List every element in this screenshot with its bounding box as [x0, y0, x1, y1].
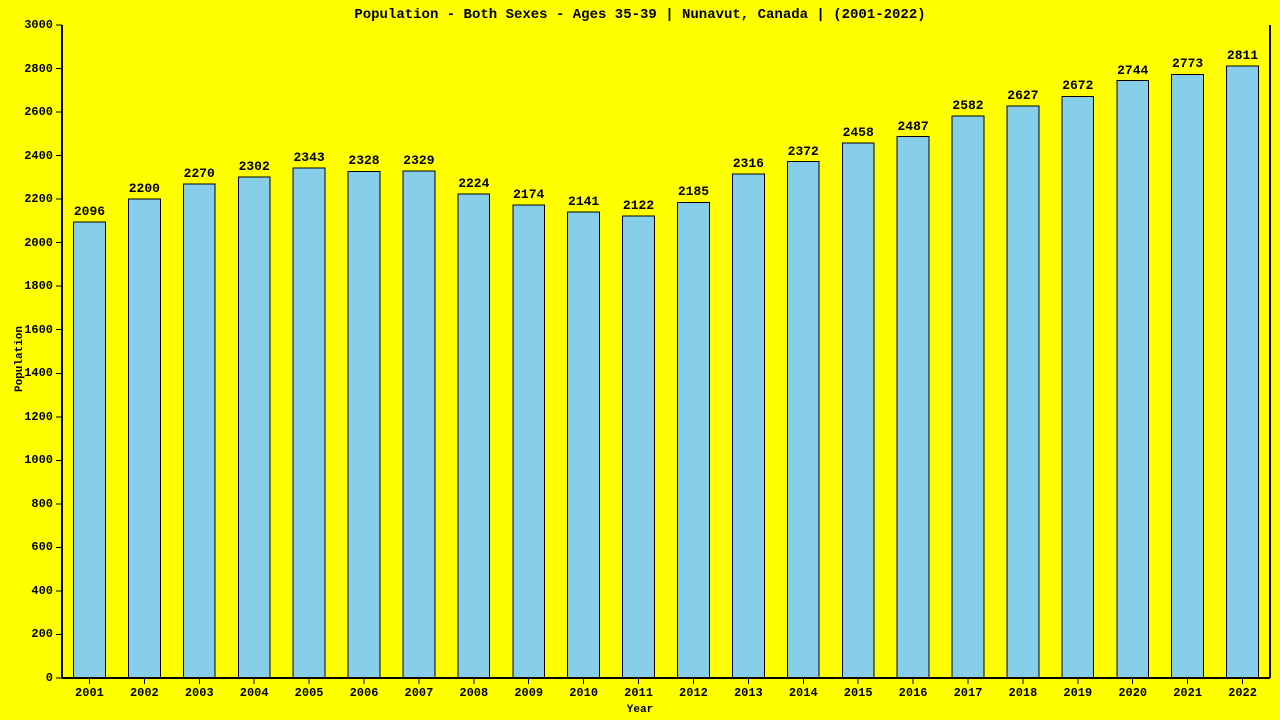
bar-value-label: 2343 — [289, 150, 329, 165]
x-tick-label: 2006 — [342, 686, 386, 700]
bar — [513, 205, 545, 678]
bar-value-label: 2487 — [893, 119, 933, 134]
x-tick-label: 2001 — [67, 686, 111, 700]
bar — [403, 171, 435, 678]
y-tick-label: 1400 — [24, 366, 53, 380]
y-tick-label: 1000 — [24, 453, 53, 467]
y-tick-label: 200 — [31, 627, 53, 641]
x-tick-label: 2010 — [562, 686, 606, 700]
x-tick-label: 2012 — [671, 686, 715, 700]
y-tick-label: 2800 — [24, 62, 53, 76]
x-tick-label: 2004 — [232, 686, 276, 700]
bar-value-label: 2141 — [564, 194, 604, 209]
bar-value-label: 2302 — [234, 159, 274, 174]
y-tick-label: 0 — [46, 671, 53, 685]
bar — [787, 162, 819, 678]
x-tick-label: 2018 — [1001, 686, 1045, 700]
y-tick-label: 3000 — [24, 18, 53, 32]
bar-value-label: 2744 — [1113, 63, 1153, 78]
bar — [842, 143, 874, 678]
chart-svg — [0, 0, 1280, 720]
x-tick-label: 2003 — [177, 686, 221, 700]
bar — [568, 212, 600, 678]
y-tick-label: 600 — [31, 540, 53, 554]
x-tick-label: 2002 — [122, 686, 166, 700]
x-tick-label: 2013 — [726, 686, 770, 700]
bar-value-label: 2811 — [1223, 48, 1263, 63]
bar — [293, 168, 325, 678]
bar — [1007, 106, 1039, 678]
bar-value-label: 2096 — [69, 204, 109, 219]
x-tick-label: 2021 — [1166, 686, 1210, 700]
bar — [238, 177, 270, 678]
x-tick-label: 2016 — [891, 686, 935, 700]
bar-value-label: 2328 — [344, 153, 384, 168]
x-tick-label: 2019 — [1056, 686, 1100, 700]
chart-container: Population - Both Sexes - Ages 35-39 | N… — [0, 0, 1280, 720]
x-tick-label: 2005 — [287, 686, 331, 700]
x-tick-label: 2014 — [781, 686, 825, 700]
bar-value-label: 2200 — [124, 181, 164, 196]
bar-value-label: 2372 — [783, 144, 823, 159]
bar — [348, 171, 380, 678]
x-tick-label: 2020 — [1111, 686, 1155, 700]
bar-value-label: 2458 — [838, 125, 878, 140]
bar — [128, 199, 160, 678]
x-tick-label: 2017 — [946, 686, 990, 700]
bar — [183, 184, 215, 678]
bar — [1062, 96, 1094, 678]
x-tick-label: 2022 — [1221, 686, 1265, 700]
y-tick-label: 400 — [31, 584, 53, 598]
bar-value-label: 2329 — [399, 153, 439, 168]
x-tick-label: 2015 — [836, 686, 880, 700]
bar — [1172, 74, 1204, 678]
y-tick-label: 2000 — [24, 236, 53, 250]
x-tick-label: 2008 — [452, 686, 496, 700]
chart-title: Population - Both Sexes - Ages 35-39 | N… — [0, 7, 1280, 23]
y-tick-label: 2600 — [24, 105, 53, 119]
bar-value-label: 2224 — [454, 176, 494, 191]
bar — [623, 216, 655, 678]
bar — [897, 137, 929, 678]
y-tick-label: 2400 — [24, 149, 53, 163]
bar-value-label: 2122 — [619, 198, 659, 213]
bar-value-label: 2316 — [728, 156, 768, 171]
bar-value-label: 2672 — [1058, 78, 1098, 93]
bar — [952, 116, 984, 678]
bar-value-label: 2582 — [948, 98, 988, 113]
y-tick-label: 1200 — [24, 410, 53, 424]
bar-value-label: 2627 — [1003, 88, 1043, 103]
x-tick-label: 2011 — [617, 686, 661, 700]
y-tick-label: 800 — [31, 497, 53, 511]
bar-value-label: 2270 — [179, 166, 219, 181]
bar — [1117, 81, 1149, 678]
bar — [678, 202, 710, 678]
bar — [1227, 66, 1259, 678]
x-axis-label: Year — [0, 704, 1280, 716]
y-tick-label: 1800 — [24, 279, 53, 293]
y-tick-label: 2200 — [24, 192, 53, 206]
bar-value-label: 2174 — [509, 187, 549, 202]
x-tick-label: 2007 — [397, 686, 441, 700]
bar — [74, 222, 106, 678]
bar-value-label: 2773 — [1168, 56, 1208, 71]
x-tick-label: 2009 — [507, 686, 551, 700]
bar — [458, 194, 490, 678]
bar — [732, 174, 764, 678]
bar-value-label: 2185 — [673, 184, 713, 199]
y-tick-label: 1600 — [24, 323, 53, 337]
